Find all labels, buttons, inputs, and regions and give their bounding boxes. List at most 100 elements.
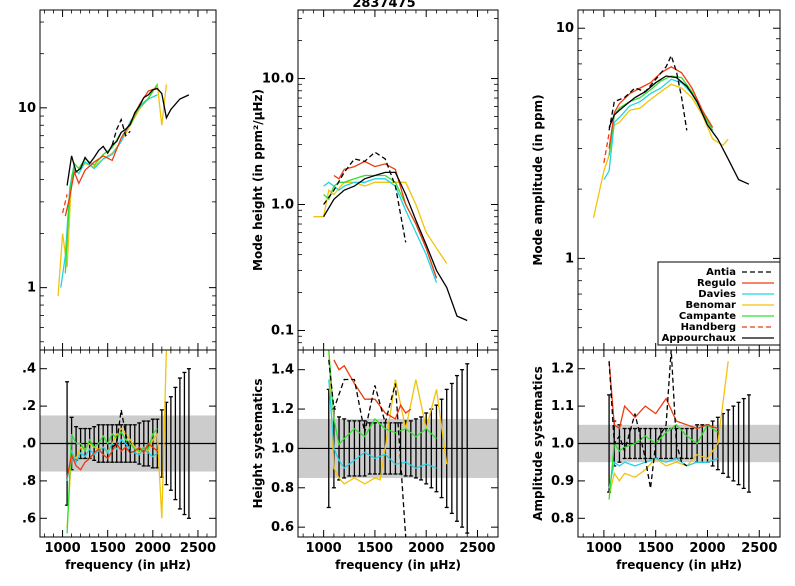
error-bar — [150, 418, 155, 469]
series-davies — [608, 457, 719, 489]
error-bar — [357, 420, 362, 477]
error-bar — [132, 424, 137, 463]
y-tick-label: 10.0 — [262, 72, 294, 87]
series-davies — [60, 94, 158, 288]
x-tick-label: 1500 — [90, 541, 126, 556]
error-bar — [731, 405, 736, 482]
error-bar — [726, 409, 731, 478]
x-axis-label: frequency (in µHz) — [616, 558, 742, 572]
legend-label: Antia — [706, 267, 736, 278]
error-bar — [444, 388, 449, 509]
x-axis-label: frequency (in µHz) — [65, 558, 191, 572]
y-tick-label: .8 — [22, 474, 36, 489]
error-bar — [648, 427, 653, 460]
legend: AntiaReguloDaviesBenomarCampanteHandberg… — [657, 261, 781, 346]
error-bar — [119, 424, 124, 463]
error-bar — [173, 386, 178, 501]
series-benomar — [608, 361, 729, 497]
y-tick-label: 1.0 — [551, 437, 574, 452]
y-tick-label: .2 — [22, 399, 36, 414]
legend-item-handberg: Handberg — [681, 322, 774, 333]
error-bar — [465, 363, 470, 534]
series-regulo — [333, 160, 438, 279]
y-tick-label: 0.9 — [551, 474, 574, 489]
error-bar — [664, 427, 669, 460]
series-campante — [66, 428, 158, 534]
y-axis-label: Mode amplitude (in ppm) — [531, 94, 545, 265]
error-bar — [622, 427, 627, 460]
error-bar — [460, 369, 465, 528]
series-handberg — [61, 194, 68, 214]
series-campante — [64, 84, 158, 274]
series-antia — [328, 359, 407, 537]
x-axis-label: frequency (in µHz) — [335, 558, 461, 572]
x-tick-label: 2500 — [180, 541, 216, 556]
panel-top-left: 1 10 — [18, 9, 217, 351]
error-bar — [101, 424, 106, 463]
x-tick-label: 1500 — [638, 541, 674, 556]
legend-item-antia: Antia — [706, 267, 774, 278]
series-campante — [323, 174, 438, 279]
y-tick-label: 0.8 — [551, 511, 574, 526]
error-bar — [137, 422, 142, 465]
y-tick-label: .6 — [22, 511, 36, 526]
error-bar — [434, 404, 439, 493]
x-tick-label: 2500 — [459, 541, 495, 556]
legend-item-benomar: Benomar — [686, 300, 774, 311]
series-appourchaux — [608, 75, 750, 185]
y-tick-label: 0.8 — [271, 481, 294, 496]
series-antia — [323, 151, 407, 243]
error-bar — [658, 427, 663, 460]
y-tick-label: 1.2 — [551, 362, 574, 377]
y-tick-label: .0 — [22, 437, 36, 452]
y-axis-label: Amplitude systematics — [531, 366, 545, 520]
x-tick-label: 1500 — [357, 541, 393, 556]
y-tick-label: 10 — [18, 101, 36, 116]
series-regulo — [608, 66, 714, 149]
series-antia — [608, 350, 688, 489]
legend-label: Campante — [679, 311, 736, 322]
series-handberg — [603, 133, 610, 164]
legend-item-davies: Davies — [698, 289, 774, 300]
plot-frame — [39, 9, 217, 351]
x-tick-label: 1000 — [586, 541, 622, 556]
y-tick-label: 1.0 — [271, 198, 294, 213]
series-regulo — [64, 87, 158, 217]
error-bar — [168, 396, 173, 491]
panel-top-right: 1 10 Mode amplitude (in ppm) — [531, 9, 781, 351]
error-bar — [741, 397, 746, 490]
series-benomar — [328, 350, 448, 485]
y-tick-label: .4 — [22, 362, 36, 377]
y-tick-label: 1.4 — [271, 363, 294, 378]
legend-item-campante: Campante — [679, 311, 774, 322]
series-appourchaux — [323, 171, 468, 322]
series-campante — [608, 75, 714, 156]
series-benomar — [313, 181, 448, 264]
error-bar — [449, 382, 454, 515]
legend-label: Regulo — [697, 278, 736, 289]
y-tick-label: 1.0 — [271, 441, 294, 456]
error-bar — [419, 416, 424, 481]
error-bar — [367, 422, 372, 475]
legend-item-regulo: Regulo — [697, 278, 774, 289]
series-regulo — [66, 442, 158, 478]
y-tick-label: 1 — [565, 251, 574, 266]
error-bar — [393, 422, 398, 475]
error-bar — [736, 401, 741, 486]
panel-top-middle: 0.1 1.0 10.0 Mode height (in ppm²/µHz) — [251, 9, 499, 351]
series-antia — [608, 53, 688, 131]
error-bar — [439, 398, 444, 499]
error-bar — [454, 374, 459, 522]
error-bar — [186, 368, 191, 519]
x-tick-label: 2000 — [135, 541, 171, 556]
series-antia — [111, 117, 131, 146]
series-regulo — [333, 359, 412, 420]
plot-frame — [297, 349, 499, 538]
legend-label: Appourchaux — [662, 333, 737, 344]
series-davies — [328, 379, 437, 470]
error-bar — [352, 420, 357, 477]
legend-label: Benomar — [686, 300, 737, 311]
x-tick-label: 2500 — [741, 541, 777, 556]
error-bar — [684, 427, 689, 460]
